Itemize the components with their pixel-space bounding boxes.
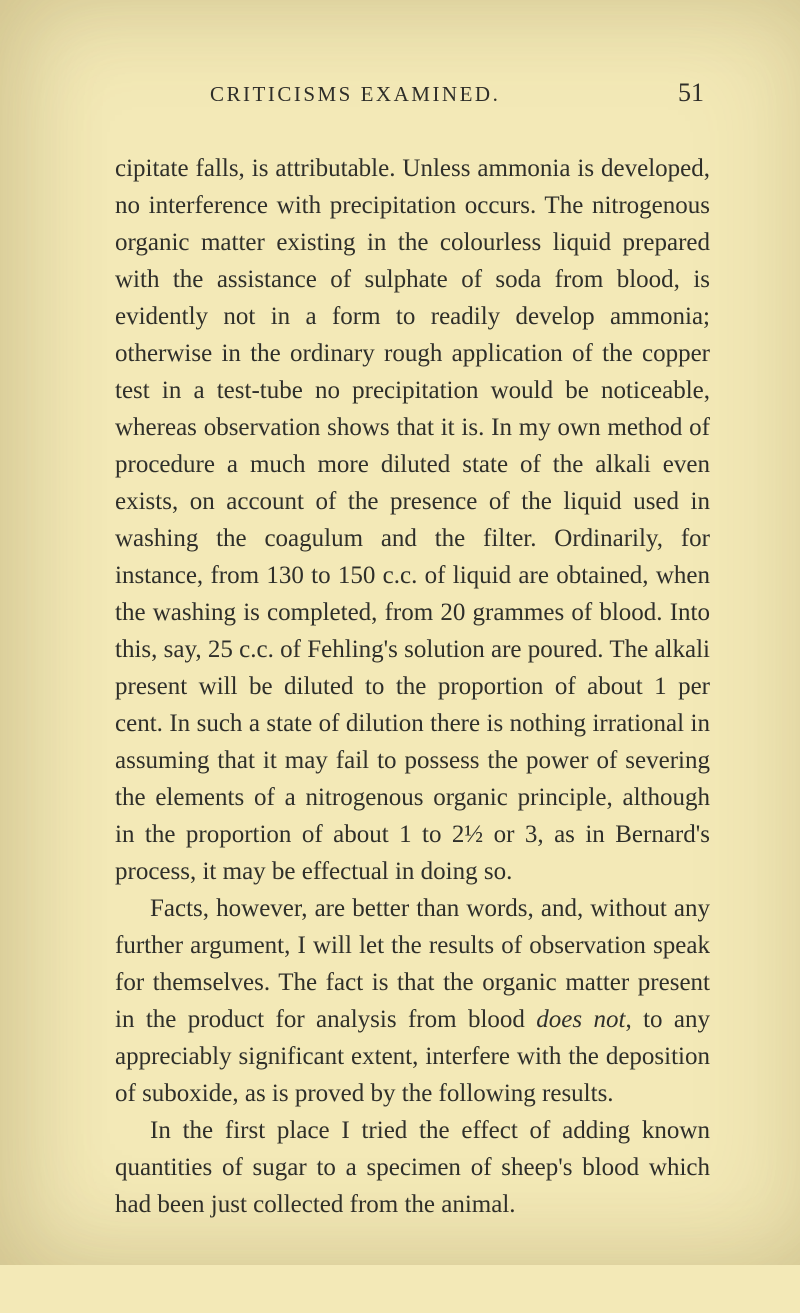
page: CRITICISMS EXAMINED. 51 cipitate falls, … [0,0,800,1313]
paragraph-2: Facts, however, are better than words, a… [115,890,710,1112]
paragraph-1: cipitate falls, is attributable. Unless … [115,150,710,890]
paragraph-2-emphasis: does not [536,1006,625,1033]
page-number: 51 [678,78,704,108]
paragraph-3: In the first place I tried the effect of… [115,1112,710,1223]
running-head: CRITICISMS EXAMINED. 51 [115,78,710,108]
body-text: cipitate falls, is attributable. Unless … [115,150,710,1223]
running-title: CRITICISMS EXAMINED. [210,82,500,107]
